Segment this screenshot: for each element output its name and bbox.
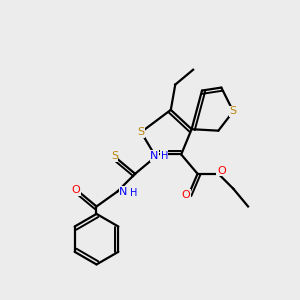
Text: O: O: [181, 190, 190, 200]
Text: S: S: [137, 127, 145, 137]
Text: S: S: [111, 151, 118, 161]
Text: H: H: [160, 151, 168, 161]
Text: H: H: [130, 188, 137, 198]
Text: O: O: [217, 166, 226, 176]
Text: N: N: [119, 187, 128, 196]
Text: N: N: [150, 151, 159, 161]
Text: S: S: [230, 106, 237, 116]
Text: O: O: [71, 185, 80, 195]
